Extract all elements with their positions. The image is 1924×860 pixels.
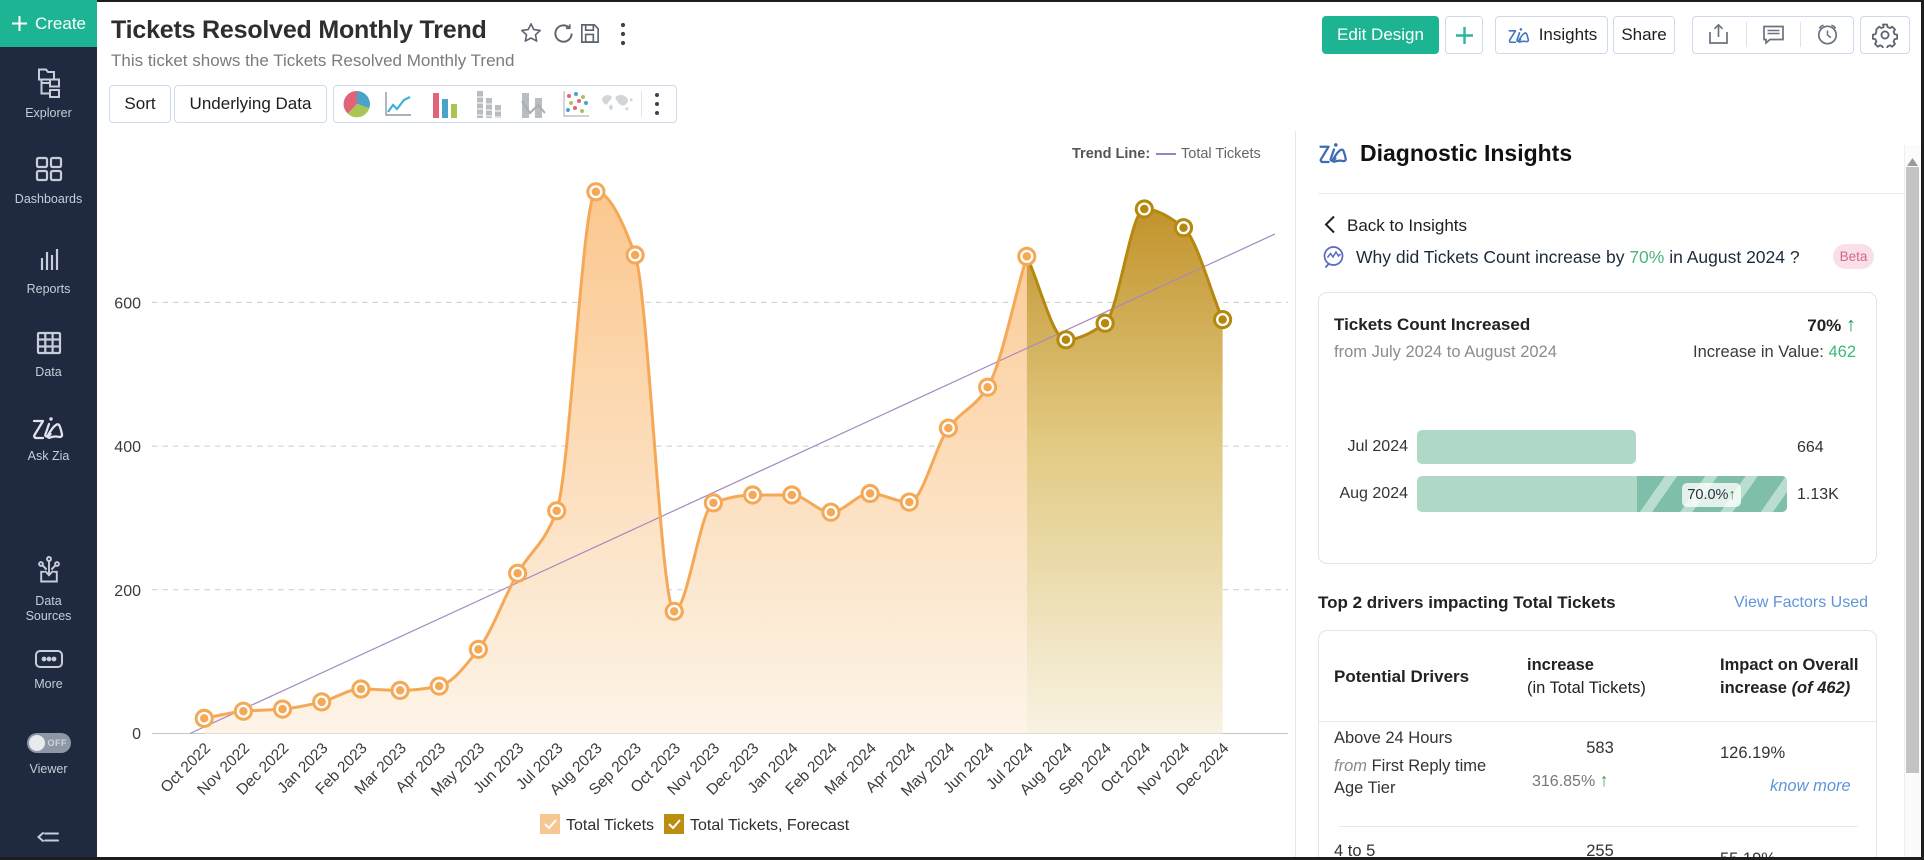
svg-text:0: 0 bbox=[132, 726, 141, 743]
svg-text:200: 200 bbox=[114, 583, 141, 600]
svg-text:600: 600 bbox=[114, 295, 141, 312]
svg-text:Total Tickets, Forecast: Total Tickets, Forecast bbox=[690, 817, 850, 834]
svg-text:Total Tickets: Total Tickets bbox=[566, 817, 654, 834]
svg-text:400: 400 bbox=[114, 439, 141, 456]
